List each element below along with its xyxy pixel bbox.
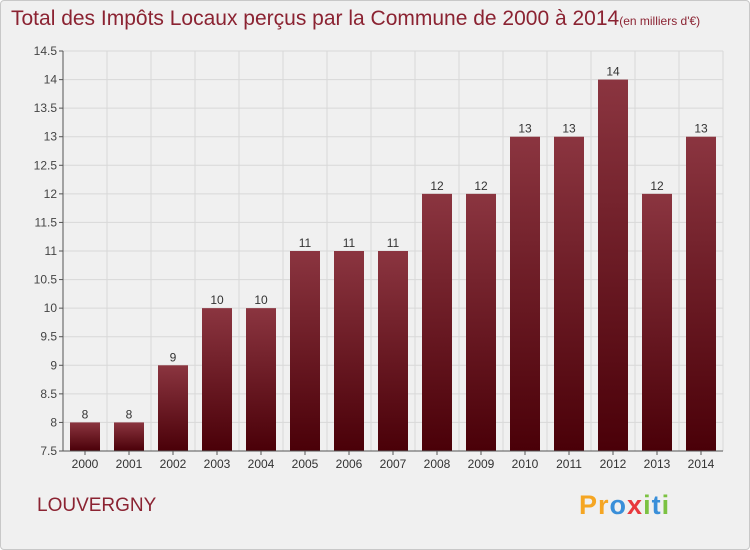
bar-value-label: 8 <box>82 407 89 421</box>
bar-value-label: 10 <box>210 293 224 307</box>
bar-value-label: 9 <box>170 350 177 364</box>
axis-layer: 7.5 8 8.5 9 9.5 10 10.5 11 11.5 12 12.5 13 13.5 14 14.… <box>34 44 723 471</box>
proxiti-logo[interactable]: Proxiti <box>579 490 670 521</box>
bar-value-label: 11 <box>343 236 356 250</box>
bar[interactable] <box>378 251 408 451</box>
bar-value-label: 13 <box>562 122 576 136</box>
y-tick-label: 13.5 <box>34 101 58 115</box>
bar-value-label: 11 <box>387 236 400 250</box>
y-tick-label: 10.5 <box>34 273 58 287</box>
y-tick-label: 8 <box>50 415 57 429</box>
y-tick-label: 8.5 <box>40 387 57 401</box>
bar-layer: 8 8 9 10 10 11 11 11 12 12 13 13 14 12 13 <box>70 65 716 452</box>
y-tick-label: 9 <box>50 358 57 372</box>
x-tick-label: 2009 <box>468 457 495 471</box>
x-tick-label: 2002 <box>160 457 187 471</box>
bar[interactable] <box>686 136 716 451</box>
x-tick-label: 2005 <box>292 457 319 471</box>
y-tick-label: 13 <box>44 130 58 144</box>
bar[interactable] <box>70 422 100 451</box>
x-tick-label: 2008 <box>424 457 451 471</box>
bar[interactable] <box>422 193 452 451</box>
bar-value-label: 14 <box>606 65 620 79</box>
y-tick-label: 12 <box>44 187 58 201</box>
x-tick-label: 2011 <box>556 457 582 471</box>
logo-letter: P <box>579 490 599 520</box>
y-tick-label: 7.5 <box>40 444 57 458</box>
x-tick-label: 2001 <box>116 457 143 471</box>
logo-letter: x <box>627 490 644 520</box>
bar-value-label: 13 <box>694 122 708 136</box>
logo-letter: i <box>643 490 652 520</box>
bar-value-label: 12 <box>650 179 664 193</box>
y-tick-label: 10 <box>44 301 58 315</box>
bar[interactable] <box>466 193 496 451</box>
logo-letter: i <box>661 490 671 520</box>
bar[interactable] <box>114 422 144 451</box>
y-tick-label: 9.5 <box>40 330 57 344</box>
bar-value-label: 8 <box>126 407 133 421</box>
logo-letter: r <box>598 490 610 520</box>
x-tick-label: 2004 <box>248 457 275 471</box>
y-tick-label: 11.5 <box>35 215 58 229</box>
y-tick-label: 14.5 <box>34 44 58 58</box>
unit-label: (en milliers d'€) <box>619 14 701 28</box>
x-tick-label: 2007 <box>380 457 407 471</box>
x-tick-label: 2000 <box>72 457 99 471</box>
chart-title: Total des Impôts Locaux perçus par la Co… <box>11 7 620 30</box>
bar[interactable] <box>202 308 232 451</box>
y-tick-label: 12.5 <box>34 158 58 172</box>
x-tick-label: 2006 <box>336 457 363 471</box>
chart-title-block: Total des Impôts Locaux perçus par la Co… <box>11 7 700 31</box>
bar-value-label: 12 <box>474 179 488 193</box>
logo-letter: o <box>609 490 628 520</box>
commune-name: LOUVERGNY <box>37 495 157 516</box>
bar[interactable] <box>510 136 540 451</box>
bar-value-label: 13 <box>518 122 532 136</box>
y-tick-label: 14 <box>44 73 58 87</box>
x-tick-label: 2012 <box>600 457 627 471</box>
x-tick-label: 2013 <box>644 457 671 471</box>
bar-value-label: 12 <box>430 179 444 193</box>
bar-value-label: 11 <box>299 236 312 250</box>
bar[interactable] <box>642 193 672 451</box>
x-tick-label: 2010 <box>512 457 539 471</box>
y-tick-label: 11 <box>45 244 58 258</box>
bar[interactable] <box>290 251 320 451</box>
bar[interactable] <box>554 136 584 451</box>
x-tick-label: 2014 <box>688 457 715 471</box>
bar-value-label: 10 <box>254 293 268 307</box>
bar[interactable] <box>246 308 276 451</box>
bar[interactable] <box>334 251 364 451</box>
logo-letter: t <box>651 490 662 520</box>
bar[interactable] <box>598 79 628 452</box>
x-tick-label: 2003 <box>204 457 231 471</box>
bar[interactable] <box>158 365 188 451</box>
